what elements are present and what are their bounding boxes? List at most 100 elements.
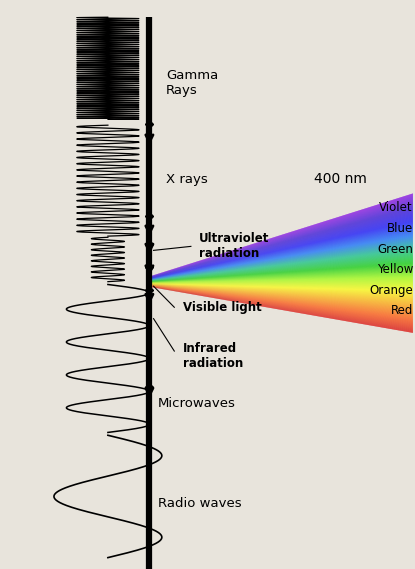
Polygon shape: [149, 207, 413, 278]
Polygon shape: [149, 286, 413, 326]
Polygon shape: [149, 211, 413, 278]
Polygon shape: [149, 211, 413, 278]
Polygon shape: [149, 211, 413, 278]
Polygon shape: [149, 256, 413, 281]
Polygon shape: [149, 261, 413, 282]
Polygon shape: [149, 205, 413, 278]
Polygon shape: [149, 273, 413, 282]
Polygon shape: [149, 231, 413, 279]
Polygon shape: [149, 282, 413, 283]
Polygon shape: [149, 284, 413, 299]
Polygon shape: [149, 285, 413, 308]
Polygon shape: [149, 195, 413, 277]
Polygon shape: [149, 223, 413, 279]
Polygon shape: [149, 216, 413, 278]
Polygon shape: [149, 239, 413, 280]
Polygon shape: [149, 240, 413, 280]
Polygon shape: [149, 254, 413, 281]
Polygon shape: [149, 272, 413, 282]
Polygon shape: [149, 258, 413, 281]
Polygon shape: [149, 281, 413, 283]
Polygon shape: [149, 245, 413, 281]
Polygon shape: [149, 284, 413, 291]
Polygon shape: [149, 209, 413, 278]
Polygon shape: [149, 266, 413, 282]
Polygon shape: [149, 286, 413, 321]
Polygon shape: [149, 285, 413, 312]
Polygon shape: [149, 216, 413, 278]
Polygon shape: [149, 213, 413, 278]
Polygon shape: [149, 248, 413, 281]
Polygon shape: [149, 267, 413, 282]
Polygon shape: [149, 244, 413, 281]
Polygon shape: [149, 233, 413, 279]
Polygon shape: [149, 258, 413, 281]
Polygon shape: [149, 284, 413, 304]
Polygon shape: [149, 285, 413, 307]
Polygon shape: [149, 284, 413, 303]
Polygon shape: [149, 273, 413, 282]
Polygon shape: [149, 207, 413, 278]
Polygon shape: [149, 240, 413, 280]
Polygon shape: [149, 233, 413, 279]
Polygon shape: [149, 262, 413, 282]
Polygon shape: [149, 281, 413, 283]
Polygon shape: [149, 282, 413, 283]
Polygon shape: [149, 285, 413, 312]
Polygon shape: [149, 229, 413, 279]
Polygon shape: [149, 263, 413, 282]
Polygon shape: [149, 284, 413, 296]
Polygon shape: [149, 208, 413, 278]
Polygon shape: [149, 270, 413, 282]
Polygon shape: [149, 230, 413, 279]
Polygon shape: [149, 267, 413, 282]
Polygon shape: [149, 202, 413, 277]
Polygon shape: [149, 286, 413, 325]
Polygon shape: [149, 247, 413, 281]
Polygon shape: [149, 242, 413, 280]
Polygon shape: [149, 216, 413, 278]
Polygon shape: [149, 286, 413, 320]
Polygon shape: [149, 249, 413, 281]
Polygon shape: [149, 230, 413, 279]
Polygon shape: [149, 268, 413, 282]
Polygon shape: [149, 284, 413, 300]
Polygon shape: [149, 203, 413, 277]
Polygon shape: [149, 285, 413, 309]
Polygon shape: [149, 254, 413, 281]
Polygon shape: [149, 284, 413, 296]
Polygon shape: [149, 286, 413, 324]
Text: Radio waves: Radio waves: [158, 497, 242, 510]
Polygon shape: [149, 255, 413, 281]
Polygon shape: [149, 253, 413, 281]
Polygon shape: [149, 202, 413, 277]
Polygon shape: [149, 284, 413, 295]
Polygon shape: [149, 287, 413, 332]
Polygon shape: [149, 273, 413, 282]
Polygon shape: [149, 219, 413, 278]
Polygon shape: [149, 276, 413, 283]
Polygon shape: [149, 265, 413, 282]
Polygon shape: [149, 241, 413, 280]
Text: Orange: Orange: [369, 284, 413, 296]
Polygon shape: [149, 285, 413, 312]
Polygon shape: [149, 205, 413, 278]
Polygon shape: [149, 238, 413, 280]
Polygon shape: [149, 251, 413, 281]
Polygon shape: [149, 228, 413, 279]
Polygon shape: [149, 214, 413, 278]
Polygon shape: [149, 199, 413, 277]
Polygon shape: [149, 226, 413, 279]
Polygon shape: [149, 286, 413, 329]
Polygon shape: [149, 255, 413, 281]
Polygon shape: [149, 283, 413, 290]
Polygon shape: [149, 205, 413, 277]
Polygon shape: [149, 204, 413, 277]
Polygon shape: [149, 235, 413, 279]
Polygon shape: [149, 196, 413, 277]
Polygon shape: [149, 197, 413, 277]
Polygon shape: [149, 246, 413, 281]
Polygon shape: [149, 261, 413, 282]
Polygon shape: [149, 277, 413, 283]
Polygon shape: [149, 286, 413, 319]
